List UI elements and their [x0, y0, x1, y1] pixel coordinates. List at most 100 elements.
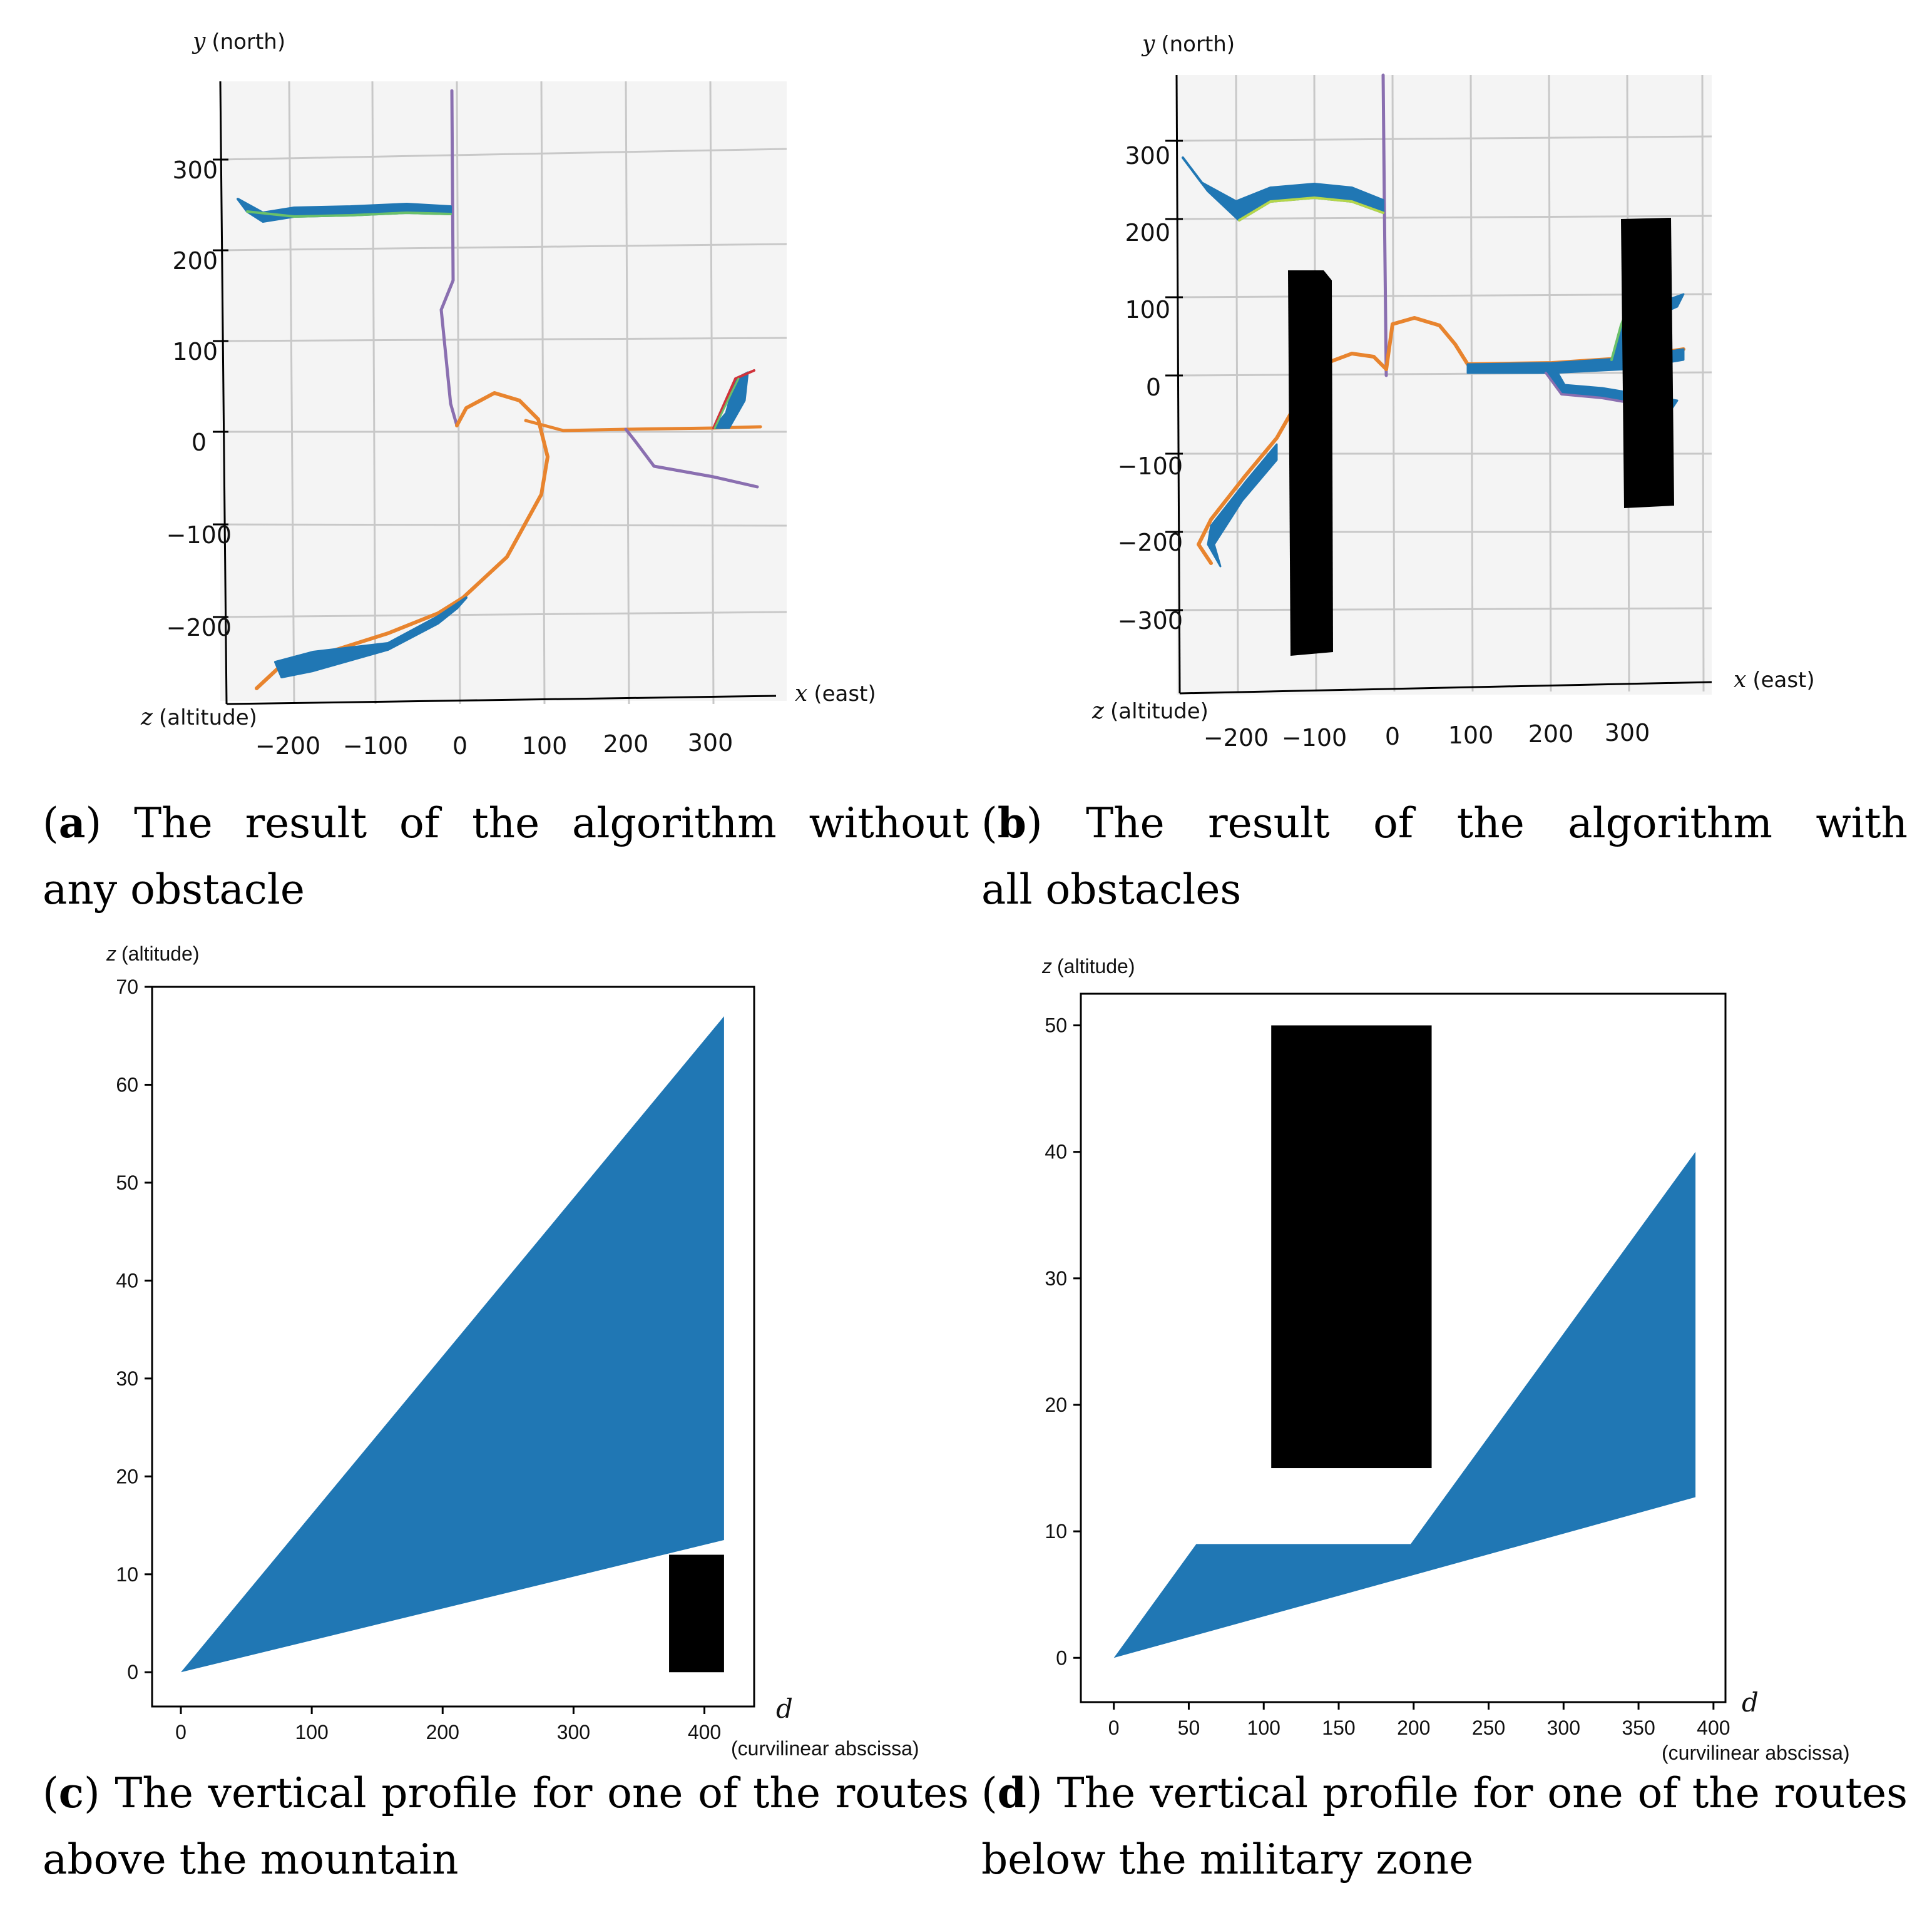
panel-a-zlabel-var: z — [140, 705, 153, 730]
panel-b-ytick-label: 300 — [1125, 142, 1170, 170]
panel-a-ytick-label: −100 — [166, 521, 232, 549]
panel-d-xtick-label: 250 — [1472, 1717, 1505, 1739]
panel-b-plot-area — [1177, 75, 1712, 695]
panel-a-ytick-label: 300 — [172, 156, 218, 184]
panel-a-plot-area — [220, 81, 787, 701]
panel-b-x-tick-labels: −200 −100 0 100 200 300 — [1204, 719, 1650, 752]
panel-a-xlabel: x (east) — [795, 681, 876, 707]
panel-b-ytick-label: 100 — [1125, 296, 1170, 324]
panel-d-xtick-label: 0 — [1108, 1717, 1120, 1739]
panel-a-zlabel: z (altitude) — [140, 705, 257, 730]
panel-a-route-south-west-ribbon — [274, 596, 468, 678]
panel-d-xtick-label: 200 — [1397, 1717, 1430, 1739]
panel-a: 300 200 100 0 −100 −200 −200 −100 0 100 … — [140, 29, 876, 760]
panel-a-ylabel-text: (north) — [212, 29, 285, 54]
panel-b-xtick-label: −100 — [1282, 724, 1347, 752]
panel-a-ytick-label: 200 — [172, 247, 218, 275]
panel-d-ytick-label: 20 — [1045, 1394, 1067, 1416]
panel-b-zlabel-text: (altitude) — [1110, 699, 1209, 724]
panel-d-ticks: 0 50 100 150 200 250 300 350 400 0 10 20 30 40 50 — [1045, 1014, 1730, 1739]
panel-c-ytick-label: 0 — [127, 1661, 138, 1683]
panel-a-xlabel-text: (east) — [814, 681, 876, 707]
panel-b-xtick-label: 0 — [1385, 723, 1400, 750]
panel-c-profile-area — [181, 1016, 724, 1673]
svg-text:z(altitude): z (altitude) — [1091, 698, 1209, 724]
svg-text:z(altitude): z (altitude) — [1041, 955, 1135, 977]
panel-b-axes — [1175, 74, 1712, 695]
panel-b-xtick-label: −200 — [1204, 724, 1269, 752]
panel-d-ytick-label: 10 — [1045, 1520, 1067, 1543]
panel-a-xtick-label: 200 — [603, 730, 649, 758]
caption-a-line1: The result of the algorithm without — [134, 799, 969, 847]
panel-d: 0 50 100 150 200 250 300 350 400 0 10 20 30 40 50 z (al… — [1041, 955, 1850, 1764]
panel-c-obstacle-mountain — [669, 1554, 724, 1673]
panel-b-route-south-west-ribbon — [1207, 443, 1278, 568]
svg-text:y(north): y (north) — [1141, 31, 1235, 57]
panel-c-xlabel-var: d — [776, 1693, 793, 1724]
panel-a-ytick-label: 100 — [172, 338, 218, 365]
panel-d-xtick-label: 400 — [1697, 1717, 1730, 1739]
panel-d-ytick-label: 30 — [1045, 1267, 1067, 1290]
panel-d-xtick-label: 350 — [1622, 1717, 1655, 1739]
caption-b: (b) The result of the algorithm with all… — [981, 790, 1908, 923]
panel-b-xtick-label: 100 — [1448, 722, 1494, 749]
svg-text:x(east): x (east) — [795, 681, 876, 707]
panel-c-xtick-label: 100 — [295, 1721, 328, 1743]
panel-b-grid — [1176, 74, 1712, 692]
panel-d-ylabel-var: z — [1041, 955, 1052, 977]
panel-c-ytick-label: 10 — [116, 1563, 138, 1586]
panel-a-ylabel: y (north) — [192, 29, 285, 54]
panel-c-ylabel: z (altitude) — [106, 942, 200, 965]
panel-d-xtick-label: 50 — [1178, 1717, 1200, 1739]
panel-b-ytick-label: 200 — [1125, 219, 1170, 247]
caption-d: (d) The vertical profile for one of the … — [981, 1760, 1908, 1893]
panel-a-xtick-label: −200 — [255, 732, 320, 760]
caption-b-letter: b — [997, 798, 1026, 847]
panel-d-obstacle-military-zone — [1271, 1025, 1432, 1469]
svg-text:y(north): y (north) — [192, 29, 285, 54]
panel-b-ytick-label: −200 — [1118, 529, 1183, 556]
panel-c-ytick-label: 20 — [116, 1465, 138, 1487]
panel-c-xtick-label: 300 — [557, 1721, 590, 1743]
caption-d-letter: d — [997, 1768, 1026, 1817]
panel-b-y-ticks — [1165, 140, 1183, 611]
panel-c-ytick-label: 30 — [116, 1367, 138, 1390]
panel-a-xtick-label: 300 — [688, 729, 733, 757]
panel-b-xtick-label: 200 — [1528, 720, 1574, 748]
panel-b-route-north-west-green — [1238, 196, 1384, 222]
panel-c-ticks: 0 100 200 300 400 0 10 20 30 40 50 60 70 — [116, 976, 721, 1743]
panel-c-xtick-label: 0 — [175, 1721, 187, 1743]
panel-a-axes — [219, 81, 777, 705]
panel-d-xlabel-text: (curvilinear abscissa) — [1662, 1742, 1850, 1764]
panel-b-ytick-label: −300 — [1118, 607, 1183, 635]
caption-c: (c) The vertical profile for one of the … — [43, 1760, 969, 1893]
panel-b-obstacle-west — [1288, 270, 1333, 656]
panel-b-xtick-label: 300 — [1605, 719, 1650, 747]
panel-a-xtick-label: −100 — [343, 732, 408, 760]
panel-a-xtick-label: 0 — [452, 732, 468, 760]
panel-a-y-tick-labels: 300 200 100 0 −100 −200 — [166, 156, 232, 641]
panel-a-y-ticks — [213, 158, 228, 618]
panel-a-zlabel-text: (altitude) — [159, 705, 257, 730]
panel-a-xtick-label: 100 — [522, 732, 568, 760]
panel-a-ytick-label: 0 — [192, 429, 207, 456]
panel-c-marks — [181, 1016, 724, 1673]
panel-d-marks — [1113, 1025, 1696, 1658]
panel-a-ylabel-var: y — [192, 29, 206, 54]
panel-c-ylabel-text: (altitude) — [121, 942, 200, 965]
caption-a-line2: any obstacle — [43, 865, 305, 914]
caption-d-line2: below the military zone — [981, 1835, 1474, 1884]
caption-a-letter: a — [58, 798, 86, 847]
panel-a-route-north-east-edge — [712, 369, 755, 429]
caption-b-line2: all obstacles — [981, 865, 1242, 914]
panel-b-ylabel-text: (north) — [1161, 32, 1235, 57]
panel-d-ytick-label: 40 — [1045, 1141, 1067, 1163]
panel-c-ytick-label: 70 — [116, 976, 138, 998]
svg-text:z(altitude): z (altitude) — [106, 942, 200, 965]
panel-a-x-tick-labels: −200 −100 0 100 200 300 — [255, 729, 733, 760]
panel-d-frame — [1080, 992, 1727, 1703]
caption-c-line2: above the mountain — [43, 1835, 459, 1884]
panel-a-route-south-east — [624, 427, 759, 489]
panel-a-route-north — [439, 89, 459, 427]
